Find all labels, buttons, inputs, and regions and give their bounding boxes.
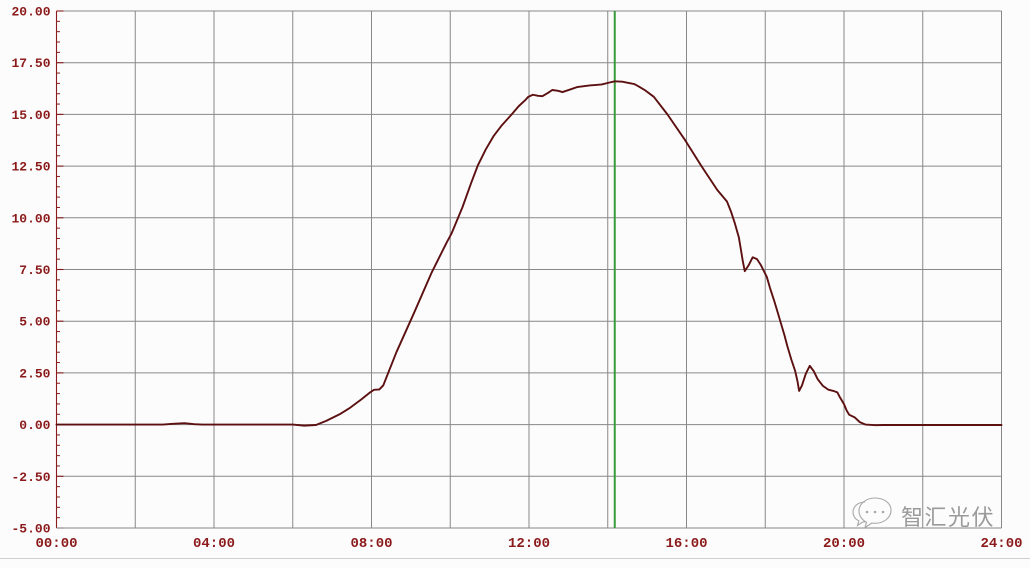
svg-text:12.50: 12.50 <box>11 160 50 175</box>
svg-text:5.00: 5.00 <box>19 315 50 330</box>
svg-text:2.50: 2.50 <box>19 366 50 381</box>
svg-text:7.50: 7.50 <box>19 263 50 278</box>
svg-text:12:00: 12:00 <box>508 536 550 552</box>
svg-text:15.00: 15.00 <box>11 108 50 123</box>
svg-text:16:00: 16:00 <box>665 536 707 552</box>
svg-text:20:00: 20:00 <box>823 536 865 552</box>
svg-text:-2.50: -2.50 <box>11 470 50 485</box>
svg-text:-5.00: -5.00 <box>11 522 50 537</box>
svg-text:20.00: 20.00 <box>11 5 50 20</box>
svg-text:智汇光伏: 智汇光伏 <box>901 505 995 530</box>
svg-text:17.50: 17.50 <box>11 56 50 71</box>
svg-text:08:00: 08:00 <box>350 536 392 552</box>
svg-text:04:00: 04:00 <box>193 536 235 552</box>
svg-text:0.00: 0.00 <box>19 418 50 433</box>
svg-text:10.00: 10.00 <box>11 211 50 226</box>
svg-text:24:00: 24:00 <box>980 536 1022 552</box>
svg-text:00:00: 00:00 <box>35 536 77 552</box>
